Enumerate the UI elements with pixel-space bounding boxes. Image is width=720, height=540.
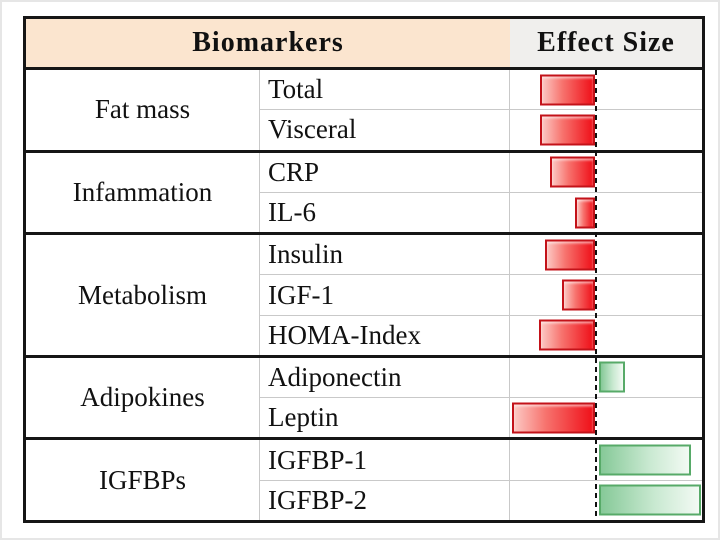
biomarker-row: IL-6: [260, 191, 702, 233]
biomarker-name-cell: Visceral: [260, 110, 510, 150]
biomarker-row: Insulin: [260, 235, 702, 275]
biomarker-row: Adiponectin: [260, 357, 702, 398]
effect-size-bar: [540, 74, 595, 106]
category-cell: Fat mass: [26, 70, 260, 150]
table-body: Fat mass Total Visceral Infammation CRP …: [26, 70, 702, 521]
category-cell: IGFBPs: [26, 440, 260, 521]
biomarker-row: Visceral: [260, 109, 702, 150]
effect-size-bar-cell: [510, 358, 702, 397]
biomarker-row: CRP: [260, 152, 702, 192]
effect-size-bar-cell: [510, 316, 702, 355]
biomarker-name-cell: Leptin: [260, 398, 510, 438]
biomarker-row: IGF-1: [260, 274, 702, 315]
group-rows: Total Visceral: [260, 70, 702, 150]
effect-size-bar: [512, 402, 595, 434]
group-rows: Adiponectin Leptin: [260, 357, 702, 438]
effect-size-bar: [599, 444, 691, 476]
effect-size-bar-cell: [510, 193, 702, 232]
biomarker-name-cell: Insulin: [260, 235, 510, 275]
category-cell: Metabolism: [26, 235, 260, 355]
effect-size-bar: [599, 361, 625, 393]
biomarkers-header-cell: Biomarkers: [26, 19, 510, 67]
effect-size-bar: [562, 279, 595, 311]
biomarker-name-cell: HOMA-Index: [260, 315, 510, 355]
biomarker-row: HOMA-Index: [260, 314, 702, 355]
biomarker-row: Leptin: [260, 397, 702, 438]
biomarker-row: IGFBP-2: [260, 479, 702, 521]
group-rows: CRP IL-6: [260, 152, 702, 233]
effect-size-bar: [575, 197, 595, 229]
biomarker-name-cell: IGFBP-1: [260, 440, 510, 480]
biomarker-name-cell: IL-6: [260, 192, 510, 233]
effect-size-bar: [550, 156, 595, 188]
effect-size-bar-cell: [510, 275, 702, 314]
biomarker-group-row: Infammation CRP IL-6: [26, 149, 702, 233]
biomarker-name-cell: IGFBP-2: [260, 480, 510, 521]
biomarker-group-row: Fat mass Total Visceral: [26, 70, 702, 150]
effect-size-bar: [540, 114, 595, 146]
effect-size-bar-cell: [510, 110, 702, 149]
effect-size-bar-cell: [510, 398, 702, 437]
effect-size-bar-cell: [510, 481, 702, 520]
group-rows: Insulin IGF-1 HOMA-Index: [260, 235, 702, 355]
category-cell: Infammation: [26, 152, 260, 233]
biomarker-row: Total: [260, 70, 702, 110]
biomarker-row: IGFBP-1: [260, 440, 702, 480]
biomarker-group-row: IGFBPs IGFBP-1 IGFBP-2: [26, 437, 702, 521]
effect-size-bar-cell: [510, 70, 702, 109]
biomarker-name-cell: IGF-1: [260, 275, 510, 315]
effect-size-header-cell: Effect Size: [510, 19, 702, 67]
effect-size-bar-cell: [510, 440, 702, 479]
biomarker-group-row: Adipokines Adiponectin Leptin: [26, 354, 702, 438]
biomarker-name-cell: Total: [260, 70, 510, 110]
biomarker-name-cell: CRP: [260, 152, 510, 192]
effect-size-bar: [539, 319, 595, 351]
effect-size-bar-cell: [510, 235, 702, 274]
biomarker-name-cell: Adiponectin: [260, 357, 510, 398]
category-cell: Adipokines: [26, 357, 260, 438]
effect-size-bar: [599, 484, 701, 516]
group-rows: IGFBP-1 IGFBP-2: [260, 440, 702, 521]
biomarker-effect-size-table: Biomarkers Effect Size Fat mass Total Vi…: [23, 16, 705, 523]
table-header-row: Biomarkers Effect Size: [26, 19, 702, 70]
zero-effect-dashed-line: [595, 70, 597, 520]
biomarker-group-row: Metabolism Insulin IGF-1 HOMA-Index: [26, 232, 702, 355]
effect-size-bar: [545, 239, 595, 271]
effect-size-bar-cell: [510, 153, 702, 192]
